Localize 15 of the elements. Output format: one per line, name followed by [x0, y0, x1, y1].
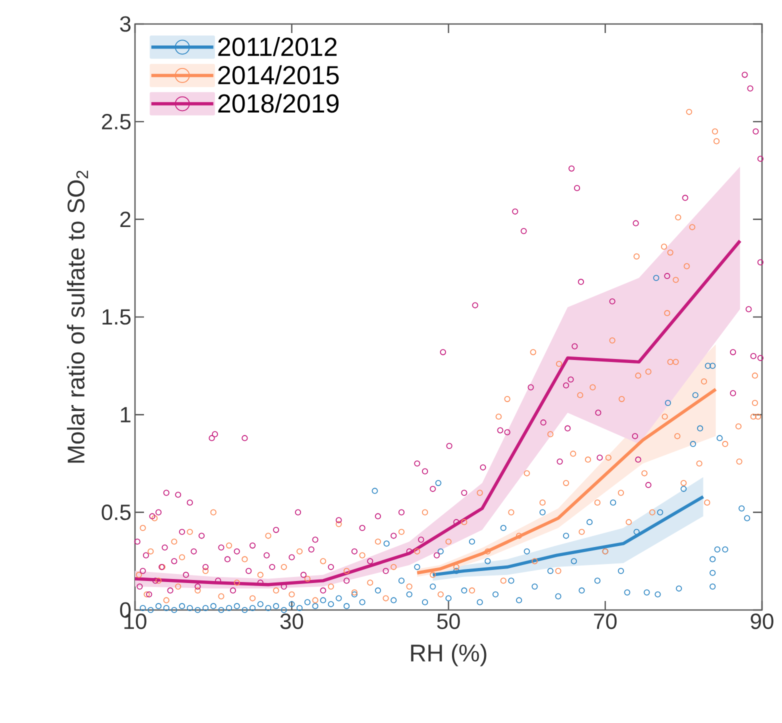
- y-tick-label: 2: [120, 212, 130, 228]
- y-tick-label: 1: [120, 407, 130, 422]
- x-tick-label: 50: [437, 614, 460, 630]
- x-tick-label: 30: [280, 614, 304, 630]
- y-tick-label: 3: [120, 16, 131, 32]
- y-tick-label: 0.5: [102, 504, 131, 520]
- x-axis-title: RH (%): [411, 644, 486, 666]
- legend-label: 2014/2015: [218, 65, 339, 84]
- y-axis-title: Molar ratio of sulfate to SO$_{2}$: [66, 170, 88, 463]
- legend-label: 2018/2019: [218, 94, 339, 113]
- legend-label: 2011/2012: [218, 36, 337, 56]
- y-tick-label: 2.5: [102, 114, 131, 130]
- x-tick-label: 90: [750, 614, 774, 630]
- x-tick-label: 70: [594, 614, 617, 630]
- y-tick-label: 1.5: [102, 309, 131, 325]
